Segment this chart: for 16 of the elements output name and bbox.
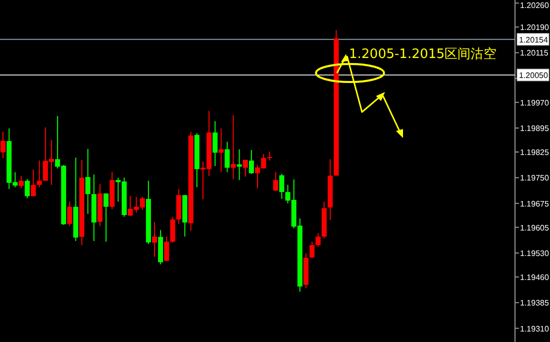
y-tick-label: 1.20115 [520, 48, 549, 58]
y-tick-label: 1.19310 [520, 324, 550, 334]
y-tick-label: 1.20260 [520, 1, 550, 10]
y-tick-label: 1.19895 [520, 124, 550, 134]
annotation: 1.2005-1.2015区间沽空 [349, 47, 497, 62]
y-tick-label: 1.19530 [520, 248, 550, 258]
y-tick-label: 1.19970 [520, 98, 550, 108]
y-tick-label: 1.19750 [520, 174, 550, 183]
y-tick-label: 1.19460 [520, 272, 550, 282]
y-tick-label: 1.19675 [520, 199, 550, 208]
ref-line-label: 1.20050 [519, 70, 548, 80]
y-tick-label: 1.19385 [520, 298, 550, 308]
y-tick-label: 1.19605 [520, 223, 550, 232]
y-tick-label: 1.19825 [520, 148, 550, 157]
y-tick-label: 1.20190 [520, 23, 550, 32]
ref-line-label: 1.20154 [519, 35, 548, 44]
